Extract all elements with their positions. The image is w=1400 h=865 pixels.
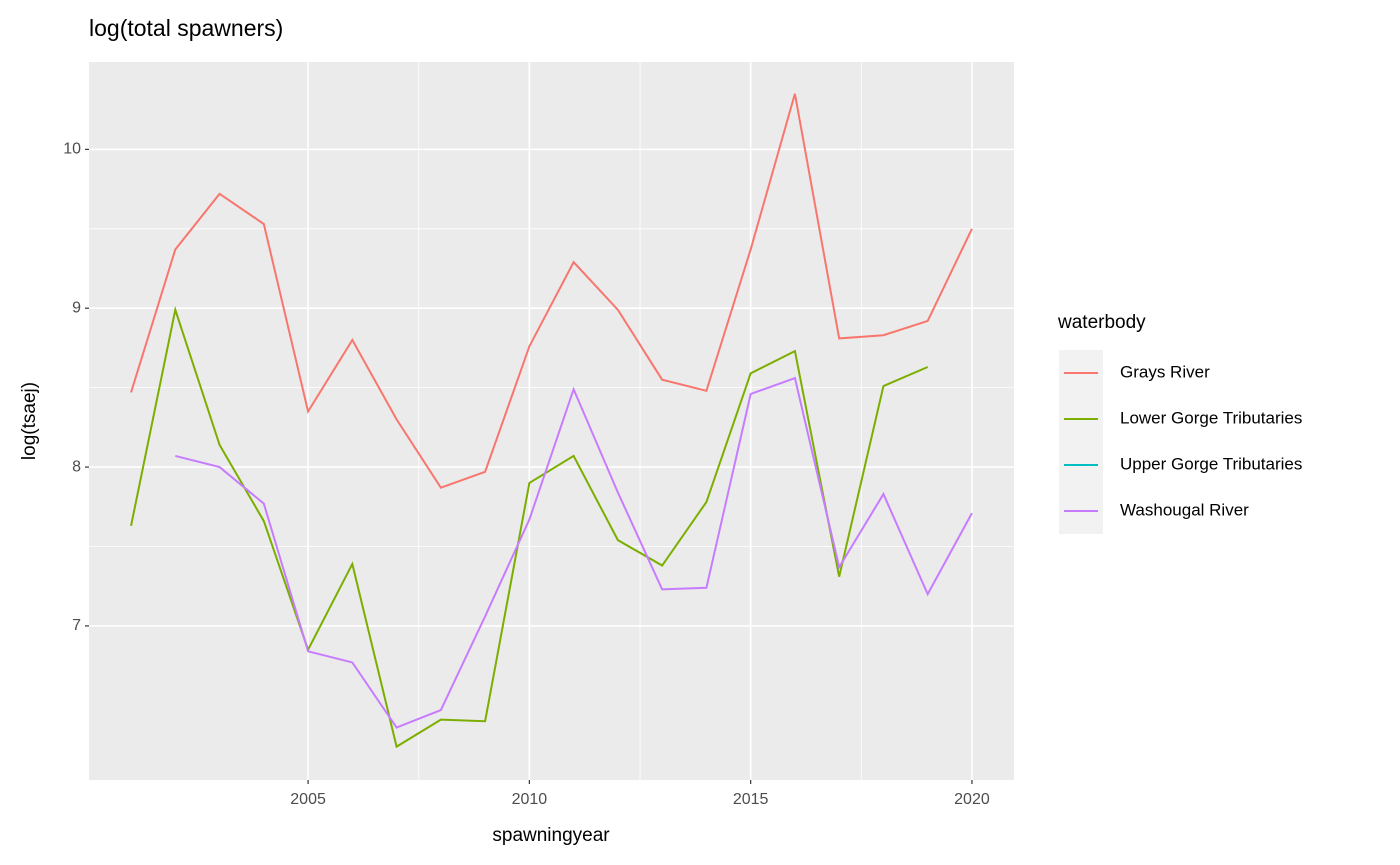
chart-title: log(total spawners) [89,15,283,41]
y-tick-label: 9 [72,299,81,316]
y-tick-label: 8 [72,458,81,475]
legend-label: Washougal River [1120,500,1249,519]
x-tick-label: 2015 [733,791,769,808]
x-tick-label: 2010 [512,791,548,808]
y-tick-label: 7 [72,617,81,634]
y-axis-label: log(tsaej) [19,382,40,460]
plot-panel [89,62,1014,780]
series-line [130,93,973,489]
legend-title: waterbody [1057,312,1146,333]
legend-label: Upper Gorge Tributaries [1120,454,1302,473]
legend-label: Grays River [1120,362,1210,381]
legend-key-background [1059,350,1103,534]
series-line [175,376,973,729]
series-line [130,305,929,749]
x-tick-label: 2005 [290,791,326,808]
x-axis-label: spawningyear [492,825,610,846]
y-tick-label: 10 [63,141,81,158]
legend-label: Lower Gorge Tributaries [1120,408,1302,427]
x-tick-label: 2020 [954,791,990,808]
